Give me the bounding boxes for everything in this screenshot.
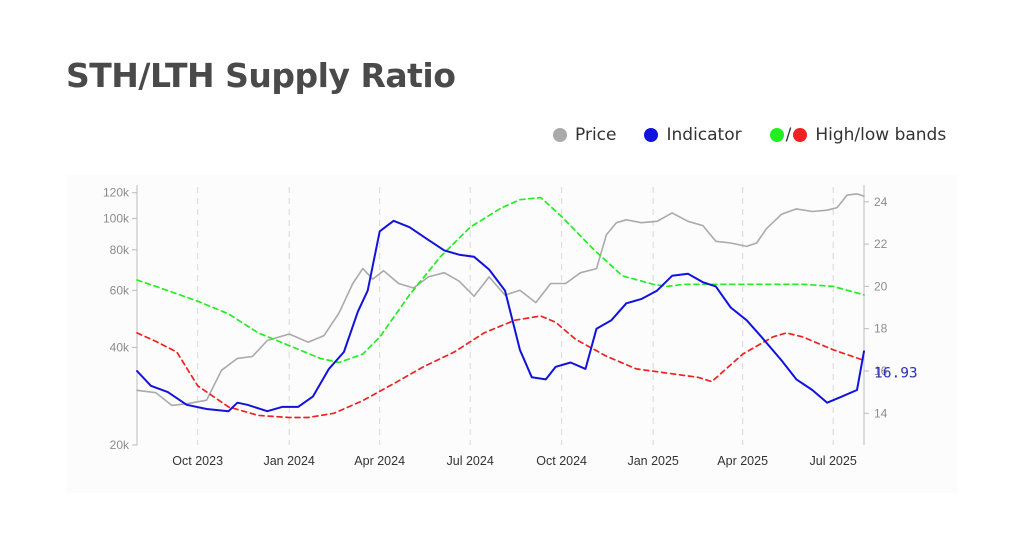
price-line [136, 193, 865, 407]
x-tick-label: Jul 2025 [810, 454, 857, 468]
indicator-dot-icon [644, 128, 659, 142]
x-tick-label: Jan 2025 [627, 454, 678, 468]
high-band-line [136, 196, 865, 364]
x-tick-label: Apr 2024 [354, 454, 405, 468]
y-left-tick-label: 20k [110, 438, 130, 452]
legend-label-price: Price [575, 125, 617, 145]
chart-panel: Oct 2023 Jan 2024 Apr 2024 Jul 2024 Oct 2024… [66, 175, 958, 493]
y-left-tick-label: 40k [110, 340, 130, 354]
y-right-tick-label: 16 [874, 364, 888, 378]
x-tick-label: Apr 2025 [717, 454, 768, 468]
indicator-line [136, 219, 865, 413]
legend-separator: / [785, 125, 792, 145]
x-tick-label: Oct 2024 [536, 454, 587, 468]
y-right-tick-label: 22 [874, 237, 888, 251]
y-left-tick-label: 120k [103, 186, 130, 200]
x-tick-label: Jan 2024 [263, 454, 314, 468]
y-right-tick-label: 18 [874, 322, 888, 336]
y-right-tick-label: 20 [874, 279, 888, 293]
legend-label-bands: High/low bands [815, 125, 947, 145]
chart-svg: Oct 2023 Jan 2024 Apr 2024 Jul 2024 Oct 2024… [103, 185, 918, 468]
x-tick-label: Jul 2024 [447, 454, 494, 468]
page-title: STH/LTH Supply Ratio [66, 56, 456, 95]
x-tick-label: Oct 2023 [172, 454, 223, 468]
chart-legend: Price Indicator / High/low bands [553, 125, 946, 145]
low-band-line [136, 315, 865, 419]
price-dot-icon [553, 128, 567, 142]
y-right-tick-label: 24 [874, 195, 888, 209]
indicator-last-value-label: 16.93 [874, 365, 918, 381]
legend-item-price[interactable]: Price [553, 125, 616, 145]
legend-item-indicator[interactable]: Indicator [644, 125, 742, 145]
y-right-tick-label: 14 [874, 406, 888, 420]
y-left-tick-label: 100k [103, 211, 130, 225]
legend-label-indicator: Indicator [666, 125, 742, 145]
y-left-tick-label: 60k [110, 283, 130, 297]
low-band-dot-icon [793, 128, 808, 142]
high-band-dot-icon [769, 128, 784, 142]
y-left-tick-label: 80k [110, 243, 130, 257]
legend-item-bands[interactable]: / High/low bands [769, 125, 947, 145]
